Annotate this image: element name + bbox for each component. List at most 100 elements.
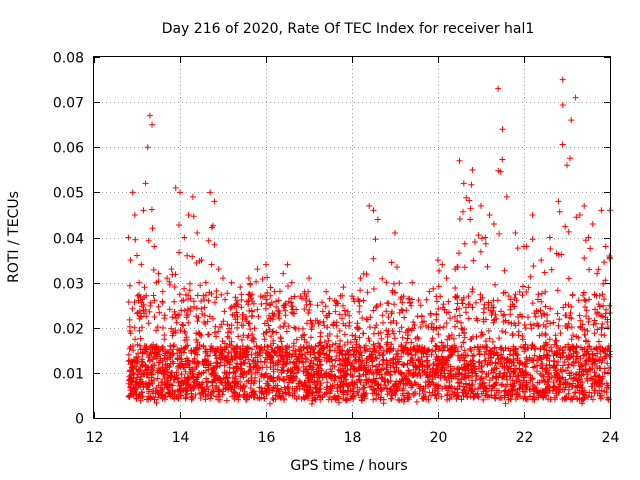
data-point <box>594 270 601 277</box>
data-point <box>220 275 226 282</box>
data-point <box>131 211 138 218</box>
data-point <box>564 162 570 169</box>
data-point <box>185 211 192 218</box>
y-tick-label: 0.03 <box>53 277 84 293</box>
background-point-cloud <box>125 102 613 407</box>
data-point <box>144 144 151 151</box>
data-point <box>452 266 459 273</box>
data-point <box>495 85 502 92</box>
data-point <box>142 180 149 187</box>
data-point <box>400 293 407 300</box>
x-tick-label: 12 <box>86 430 104 446</box>
y-tick-label: 0.02 <box>53 322 84 338</box>
x-tick-label: 16 <box>258 430 276 446</box>
data-point <box>194 229 201 236</box>
y-tick-label: 0.08 <box>53 51 84 67</box>
data-point <box>521 243 527 250</box>
data-point <box>409 279 416 286</box>
data-point <box>136 279 143 286</box>
data-point <box>288 279 295 286</box>
data-point <box>370 207 377 214</box>
data-point <box>140 207 147 214</box>
data-point <box>383 279 390 286</box>
data-point <box>486 211 493 218</box>
data-point <box>576 211 583 218</box>
data-point <box>306 275 312 282</box>
data-point <box>153 279 160 286</box>
plot-frame <box>93 56 611 419</box>
data-point <box>392 229 398 236</box>
data-point <box>280 270 287 277</box>
x-tick-label: 14 <box>172 430 190 446</box>
data-point <box>529 211 536 218</box>
data-point <box>297 293 304 300</box>
data-point-cloud <box>125 102 613 407</box>
y-tick-label: 0.06 <box>53 141 84 157</box>
data-point <box>155 270 162 277</box>
data-point <box>146 112 153 119</box>
data-point <box>555 198 562 205</box>
data-point <box>439 261 446 268</box>
data-point <box>499 126 506 133</box>
data-point <box>168 266 175 273</box>
data-point <box>598 207 605 214</box>
data-point <box>589 220 596 227</box>
data-point <box>512 229 519 236</box>
data-point <box>215 266 222 273</box>
data-point <box>263 261 269 268</box>
data-points <box>125 76 613 309</box>
data-point <box>482 234 489 241</box>
data-point <box>254 266 261 273</box>
data-point <box>478 202 484 209</box>
data-point <box>138 261 145 268</box>
data-point <box>585 234 592 241</box>
data-point <box>245 275 252 282</box>
data-point <box>349 293 355 300</box>
data-point <box>443 275 450 282</box>
data-point <box>331 297 338 304</box>
data-point <box>374 216 381 223</box>
tick-labels: 12 14 16 18 20 22 24 0 0.01 0.02 0.03 0.04 0.05 0.06 0… <box>53 51 620 447</box>
data-point <box>581 202 588 209</box>
data-point <box>366 202 373 209</box>
data-point <box>202 279 209 286</box>
y-tick-label: 0.05 <box>53 186 84 202</box>
data-point <box>177 189 183 196</box>
data-point <box>357 275 364 282</box>
data-point <box>164 275 171 282</box>
data-point <box>314 302 321 309</box>
data-point <box>159 288 166 295</box>
data-point <box>284 261 291 268</box>
data-point <box>134 252 140 259</box>
data-point <box>271 288 278 295</box>
y-tick-label: 0.04 <box>53 232 84 248</box>
data-point <box>151 243 158 250</box>
x-tick-label: 22 <box>516 430 534 446</box>
x-tick-label: 20 <box>430 430 448 446</box>
x-tick-label: 18 <box>344 430 362 446</box>
x-axis-label: GPS time / hours <box>290 458 407 474</box>
data-point <box>435 257 441 264</box>
data-point <box>340 284 347 291</box>
data-point <box>602 243 609 250</box>
data-point <box>211 198 218 205</box>
data-point <box>572 94 579 101</box>
data-point <box>426 288 433 295</box>
y-tick-label: 0.01 <box>53 367 84 383</box>
data-point <box>129 189 136 196</box>
data-point <box>207 189 214 196</box>
data-point <box>460 180 467 187</box>
data-point <box>490 220 497 227</box>
y-tick-label: 0 <box>75 412 84 428</box>
chart-title: Day 216 of 2020, Rate Of TEC Index for r… <box>162 21 535 37</box>
y-tick-label: 0.07 <box>53 96 84 112</box>
data-point <box>181 234 188 241</box>
data-point <box>189 193 196 200</box>
data-point <box>172 184 179 191</box>
data-point <box>417 302 424 309</box>
data-point <box>198 257 205 264</box>
data-point <box>503 193 510 200</box>
data-point <box>568 117 575 124</box>
data-point <box>125 234 132 241</box>
